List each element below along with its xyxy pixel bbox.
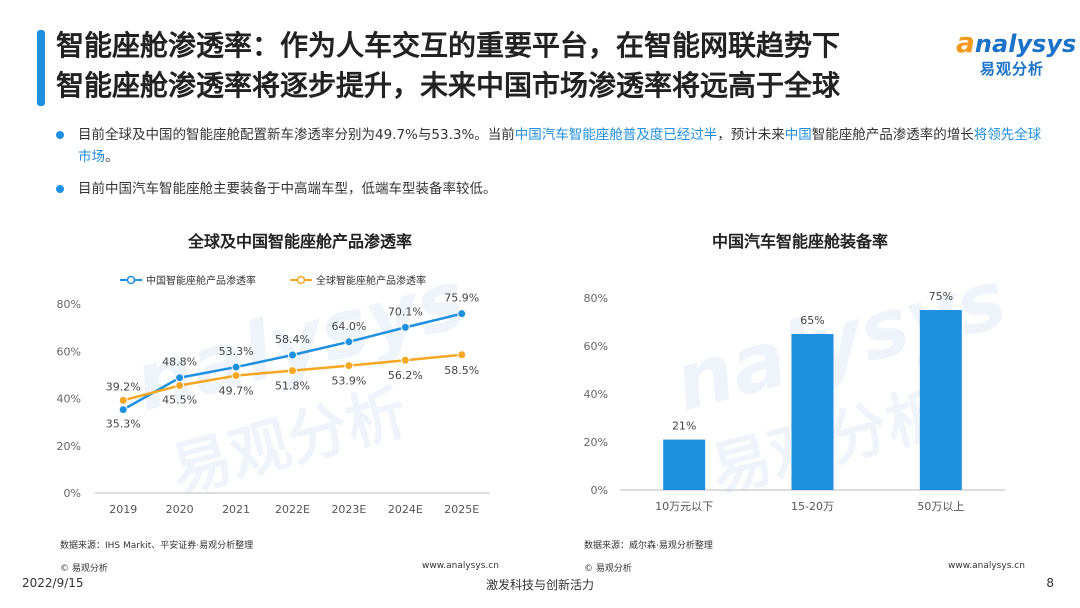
data-point-0-0 <box>118 405 128 415</box>
x-tick-label: 2024E <box>388 503 423 516</box>
data-point-1-0 <box>118 395 128 405</box>
data-point-1-3 <box>288 366 297 376</box>
x-tick-label: 2019 <box>109 503 137 516</box>
data-label-1-1: 45.5% <box>162 394 197 407</box>
data-point-1-2 <box>231 371 241 381</box>
y-tick-label: 80% <box>584 292 608 305</box>
footer-copyright-left: © 易观分析 <box>60 564 108 574</box>
logo-wordmark: analysys <box>956 26 1077 59</box>
data-label-0-2: 53.3% <box>219 345 254 358</box>
data-label-1-6: 58.5% <box>444 364 479 377</box>
x-tick-label: 2021 <box>222 503 250 516</box>
data-point-1-6 <box>457 350 467 360</box>
x-tick-label: 10万元以下 <box>655 500 713 513</box>
data-label-0-0: 35.3% <box>106 418 141 431</box>
legend-label-1: 全球智能座舱产品渗透率 <box>316 274 426 287</box>
bullet-item-1: 目前全球及中国的智能座舱配置新车渗透率分别为49.7%与53.3%。当前中国汽车… <box>56 124 1046 168</box>
title-line-1: 智能座舱渗透率：作为人车交互的重要平台，在智能网联趋势下 <box>56 29 841 62</box>
footer-url-left[interactable]: www.analysys.cn <box>422 561 499 571</box>
x-tick-label: 2022E <box>275 503 310 516</box>
data-label-1-0: 39.2% <box>106 380 141 393</box>
data-point-1-5 <box>400 355 410 365</box>
y-tick-label: 60% <box>57 345 81 358</box>
data-point-0-3 <box>288 350 297 360</box>
data-label-1-5: 56.2% <box>388 369 423 382</box>
legend-label-0: 中国智能座舱产品渗透率 <box>146 274 256 287</box>
line-chart-source: 数据来源：IHS Markit、平安证券·易观分析整理 <box>60 541 254 551</box>
data-label-0-4: 64.0% <box>331 320 366 333</box>
y-tick-label: 40% <box>584 388 608 401</box>
brand-logo: analysys 易观分析 <box>944 20 1076 80</box>
y-tick-label: 40% <box>57 393 81 406</box>
data-label-0-6: 75.9% <box>444 292 479 305</box>
bullet-item-2: 目前中国汽车智能座舱主要装备于中高端车型，低端车型装备率较低。 <box>56 178 1046 200</box>
line-chart: 中国智能座舱产品渗透率 全球智能座舱产品渗透率 0% 20% 40% 60% 80% 2019… <box>57 274 490 516</box>
bar-chart: 0% 20% 40% 60% 80% 21% 10万元以下 65% 15-20万 75% 50万以上 <box>584 290 1005 513</box>
x-tick-label: 50万以上 <box>917 500 964 513</box>
title-accent-bar <box>37 30 45 106</box>
footer-url-right[interactable]: www.analysys.cn <box>948 561 1025 571</box>
y-tick-label: 0% <box>591 484 608 497</box>
data-point-0-6 <box>457 309 467 319</box>
data-point-1-1 <box>175 381 185 391</box>
y-tick-label: 0% <box>64 487 81 500</box>
y-tick-label: 20% <box>57 440 81 453</box>
footer-date: 2022/9/15 <box>22 576 84 590</box>
bar-value-label-2: 75% <box>929 290 953 303</box>
data-label-0-3: 58.4% <box>275 333 310 346</box>
x-tick-label: 2023E <box>331 503 366 516</box>
bar-0 <box>663 439 706 490</box>
title-line-2: 智能座舱渗透率将逐步提升，未来中国市场渗透率将远高于全球 <box>56 69 841 102</box>
bullet-list: 目前全球及中国的智能座舱配置新车渗透率分别为49.7%与53.3%。当前中国汽车… <box>56 124 1046 210</box>
bar-2 <box>919 310 962 490</box>
data-point-1-4 <box>344 361 354 371</box>
page-number: 8 <box>1046 576 1054 590</box>
y-tick-label: 80% <box>57 298 81 311</box>
footer-slogan: 激发科技与创新活力 <box>485 578 594 592</box>
bar-1 <box>791 334 834 490</box>
data-label-1-3: 51.8% <box>275 380 310 393</box>
data-label-0-1: 48.8% <box>162 356 197 369</box>
x-tick-label: 2020 <box>166 503 194 516</box>
footer-copyright-right: © 易观分析 <box>584 564 632 574</box>
bar-value-label-0: 21% <box>672 420 696 433</box>
page-title: 智能座舱渗透率：作为人车交互的重要平台，在智能网联趋势下 智能座舱渗透率将逐步提… <box>56 26 840 106</box>
data-point-0-4 <box>344 337 354 347</box>
y-tick-label: 60% <box>584 340 608 353</box>
x-tick-label: 2025E <box>444 503 479 516</box>
bullet-dot-icon <box>56 131 64 139</box>
data-point-0-2 <box>231 362 241 372</box>
data-label-1-2: 49.7% <box>219 385 254 398</box>
x-tick-label: 15-20万 <box>791 500 834 513</box>
data-point-0-1 <box>175 373 185 383</box>
data-point-0-5 <box>400 322 410 332</box>
bar-value-label-1: 65% <box>800 314 824 327</box>
bar-chart-title: 中国汽车智能座舱装备率 <box>711 232 888 251</box>
line-chart-title: 全球及中国智能座舱产品渗透率 <box>187 232 412 251</box>
bar-chart-source: 数据来源：威尔森·易观分析整理 <box>584 541 713 551</box>
legend-marker-0 <box>126 275 136 285</box>
legend-marker-1 <box>296 275 306 285</box>
data-label-0-5: 70.1% <box>388 305 423 318</box>
y-tick-label: 20% <box>584 436 608 449</box>
bullet-dot-icon <box>56 185 64 193</box>
logo-chinese-text: 易观分析 <box>980 60 1045 78</box>
data-label-1-4: 53.9% <box>331 375 366 388</box>
